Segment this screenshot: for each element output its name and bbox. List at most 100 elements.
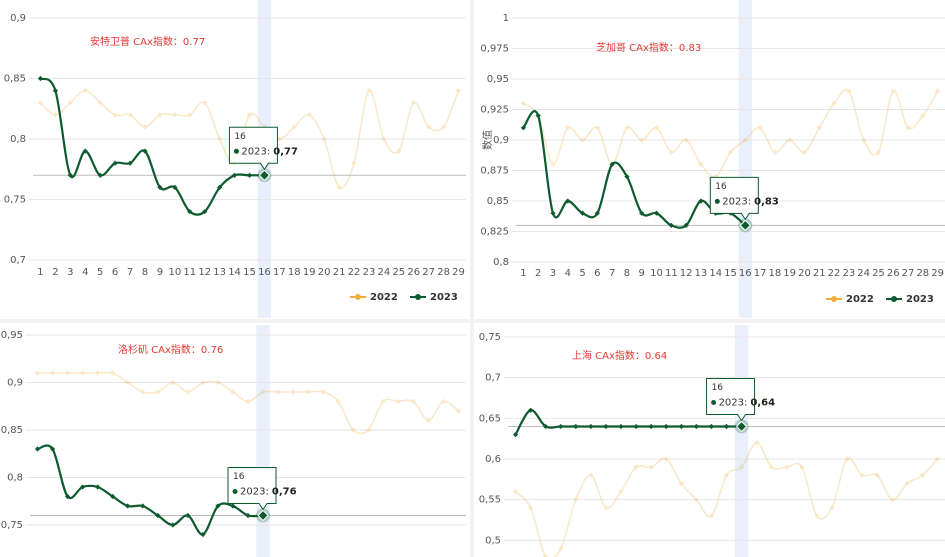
data-point (618, 488, 624, 495)
x-tick-label: 19 (783, 268, 796, 279)
chart-panel: 0,70,750,80,850,91 2 3 4 5 6 7 8 9 10 11 12 13 14 15 16… (4, 0, 466, 318)
tooltip-header: 16 (234, 132, 246, 142)
x-tick-label: 15 (724, 268, 737, 279)
chart-title: 洛杉矶 CAx指数：0.76 (118, 343, 223, 356)
data-point (426, 124, 432, 130)
data-point (633, 423, 639, 430)
tooltip-box (227, 467, 277, 511)
data-point (875, 149, 882, 155)
tooltip-value: 0,76 (272, 487, 297, 498)
data-point (425, 417, 432, 424)
data-point (350, 427, 356, 433)
data-point (663, 456, 669, 462)
x-tick-label: 20 (798, 268, 811, 279)
x-tick-label: 12 (198, 267, 211, 278)
x-tick-label: 8 (142, 267, 148, 278)
data-point (535, 113, 541, 119)
data-point (260, 389, 266, 395)
data-point (683, 222, 689, 228)
series-line (522, 88, 939, 178)
y-tick-label: 0,7 (485, 373, 501, 384)
x-tick-label: 21 (333, 267, 346, 278)
data-point (321, 136, 327, 142)
x-tick-label: 3 (550, 268, 556, 279)
data-point (291, 124, 297, 130)
x-tick-label: 11 (183, 267, 196, 278)
y-tick-label: 0,95 (487, 74, 509, 85)
tooltip-text: 2023: 0,77 (241, 146, 298, 157)
x-tick-label: 24 (857, 268, 870, 279)
x-tick-label: 16 (258, 267, 271, 278)
y-tick-label: 0,8 (7, 473, 23, 484)
active-point (257, 509, 269, 522)
tooltip-value: 0,64 (750, 397, 775, 408)
data-point (140, 389, 146, 395)
data-point (668, 149, 674, 155)
data-point (934, 456, 941, 462)
data-point (185, 389, 191, 395)
data-point (411, 100, 417, 106)
x-tick-label: 7 (127, 267, 133, 278)
data-point (814, 513, 820, 519)
tooltip-header: 16 (715, 182, 727, 192)
y-tick-label: 0,825 (480, 227, 509, 238)
x-tick-label: 5 (579, 268, 585, 279)
data-point (579, 137, 586, 143)
tooltip-marker (232, 489, 238, 494)
data-point (245, 512, 251, 519)
y-tick-label: 0,9 (7, 378, 23, 389)
x-tick-label: 23 (842, 268, 855, 279)
x-tick-label: 23 (363, 267, 376, 278)
tooltip-series: 2023: (241, 146, 270, 157)
data-point (683, 137, 689, 143)
x-tick-label: 12 (680, 268, 693, 279)
data-point (231, 172, 238, 178)
data-point (624, 125, 630, 131)
x-tick-label: 11 (665, 268, 678, 279)
data-point (543, 554, 549, 557)
series (512, 407, 745, 438)
data-point (890, 88, 896, 94)
data-point (172, 184, 178, 190)
x-tick-label: 10 (168, 267, 181, 278)
data-point (185, 512, 191, 519)
data-point (276, 136, 282, 142)
chart-title: 芝加哥 CAx指数：0.83 (596, 41, 701, 54)
x-tick-label: 26 (407, 267, 420, 278)
x-tick-label: 27 (902, 268, 915, 279)
data-point (678, 480, 684, 486)
x-tick-label: 24 (378, 267, 391, 278)
x-tick-label: 1 (520, 268, 526, 279)
active-point (735, 420, 748, 433)
data-point (769, 464, 775, 470)
data-point (742, 137, 748, 143)
data-point (365, 427, 371, 433)
x-tick-label: 6 (594, 268, 600, 279)
data-point (920, 113, 926, 119)
x-tick-label: 4 (82, 267, 88, 278)
data-point (140, 503, 146, 509)
data-point (170, 379, 176, 386)
x-tick-label: 7 (609, 268, 615, 279)
x-tick-label: 6 (112, 267, 118, 278)
legend-label: 2023 (906, 294, 934, 305)
data-point (594, 125, 600, 131)
series (520, 88, 941, 180)
data-point (441, 124, 447, 130)
y-tick-label: 0,65 (479, 413, 501, 424)
data-point (366, 88, 372, 94)
x-tick-label: 5 (97, 267, 103, 278)
data-point (609, 161, 615, 167)
data-point (82, 88, 88, 94)
data-point (202, 209, 208, 215)
x-tick-label: 25 (872, 268, 885, 279)
tooltip-box (709, 176, 759, 221)
data-point (202, 100, 208, 106)
y-tick-label: 0,975 (480, 44, 509, 55)
data-point (246, 172, 253, 178)
data-point (520, 100, 526, 106)
data-point (170, 522, 176, 528)
data-point (80, 484, 86, 490)
